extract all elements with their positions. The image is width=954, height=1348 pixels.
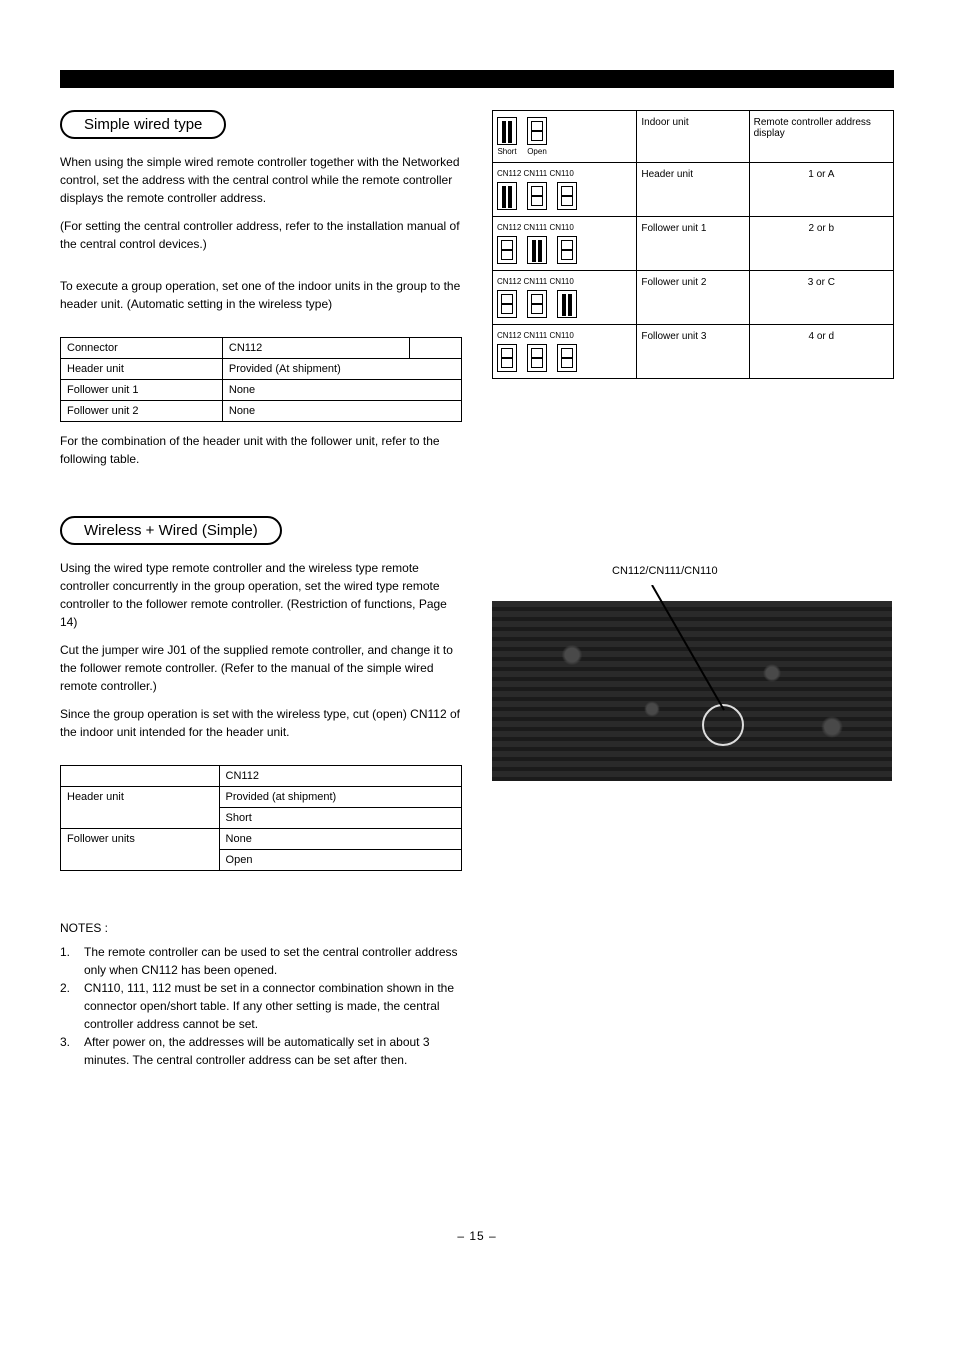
section1-heading: Simple wired type bbox=[60, 110, 226, 139]
note-number: 3. bbox=[60, 1033, 78, 1069]
table-row: CN112 CN111 CN110 Header unit 1 or A bbox=[493, 163, 894, 217]
table-cell: None bbox=[219, 829, 461, 850]
jumper-icon bbox=[497, 344, 517, 372]
table-cell: None bbox=[222, 380, 461, 401]
cn-labels: CN112 CN111 CN110 bbox=[497, 223, 574, 232]
table-row: Follower units None bbox=[61, 829, 462, 850]
header-follower-table: Connector CN112 Header unit Provided (At… bbox=[60, 337, 462, 422]
note-text: CN110, 111, 112 must be set in a connect… bbox=[84, 979, 462, 1033]
section2-paragraph: Cut the jumper wire J01 of the supplied … bbox=[60, 641, 462, 695]
table-cell: Remote controller address display bbox=[749, 111, 893, 163]
pcb-image bbox=[492, 601, 892, 781]
pcb-callout-ring bbox=[702, 704, 744, 746]
jumper-icon bbox=[527, 182, 547, 210]
connector-table: Short Open Indoor unit Remote controller… bbox=[492, 110, 894, 379]
note-text: The remote controller can be used to set… bbox=[84, 943, 462, 979]
table-row: CN112 bbox=[61, 766, 462, 787]
table-row: CN112 CN111 CN110 Follower unit 3 4 or d bbox=[493, 325, 894, 379]
section2-heading: Wireless + Wired (Simple) bbox=[60, 516, 282, 545]
cn112-table: CN112 Header unit Provided (at shipment)… bbox=[60, 765, 462, 871]
note-item: 2. CN110, 111, 112 must be set in a conn… bbox=[60, 979, 462, 1033]
cn-labels: CN112 CN111 CN110 bbox=[497, 169, 574, 178]
table-cell: 3 or C bbox=[749, 271, 893, 325]
table-cell: 1 or A bbox=[749, 163, 893, 217]
jumper-icon bbox=[497, 236, 517, 264]
jumper-legend: Short Open bbox=[497, 117, 632, 156]
table-row: Connector CN112 bbox=[61, 338, 462, 359]
jumper-config: CN112 CN111 CN110 bbox=[497, 223, 632, 264]
jumper-open-icon bbox=[527, 117, 547, 145]
table-cell: Indoor unit bbox=[637, 111, 749, 163]
jumper-short-icon bbox=[497, 117, 517, 145]
table-cell: Short bbox=[219, 808, 461, 829]
jumper-config: CN112 CN111 CN110 bbox=[497, 331, 632, 372]
jumper-icon bbox=[557, 290, 577, 318]
jumper-icon bbox=[557, 344, 577, 372]
jumper-icon bbox=[527, 344, 547, 372]
jumper-icon bbox=[557, 236, 577, 264]
jumper-icon bbox=[527, 290, 547, 318]
page-number: – 15 – bbox=[60, 1229, 894, 1243]
section1-paragraph: When using the simple wired remote contr… bbox=[60, 153, 462, 207]
table-cell: Header unit bbox=[61, 359, 223, 380]
table-cell: 4 or d bbox=[749, 325, 893, 379]
notes-heading: NOTES : bbox=[60, 919, 462, 937]
jumper-short-label: Short bbox=[497, 147, 516, 156]
table-row: Follower unit 2 None bbox=[61, 401, 462, 422]
section1-group-note: To execute a group operation, set one of… bbox=[60, 277, 462, 313]
cn-labels: CN112 CN111 CN110 bbox=[497, 277, 574, 286]
jumper-config: CN112 CN111 CN110 bbox=[497, 169, 632, 210]
note-item: 3. After power on, the addresses will be… bbox=[60, 1033, 462, 1069]
section1-paragraph: (For setting the central controller addr… bbox=[60, 217, 462, 253]
table-cell: Provided (at shipment) bbox=[219, 787, 461, 808]
table-cell: Follower unit 1 bbox=[61, 380, 223, 401]
table-cell bbox=[409, 338, 461, 359]
section2-paragraph: Since the group operation is set with th… bbox=[60, 705, 462, 741]
jumper-icon bbox=[497, 182, 517, 210]
jumper-config: CN112 CN111 CN110 bbox=[497, 277, 632, 318]
jumper-open-label: Open bbox=[527, 147, 547, 156]
table-cell: Follower unit 2 bbox=[637, 271, 749, 325]
section-divider bbox=[60, 70, 894, 88]
table-cell bbox=[61, 766, 220, 787]
table-cell: 2 or b bbox=[749, 217, 893, 271]
table-row: CN112 CN111 CN110 Follower unit 1 2 or b bbox=[493, 217, 894, 271]
note-text: After power on, the addresses will be au… bbox=[84, 1033, 462, 1069]
table-row: CN112 CN111 CN110 Follower unit 2 3 or C bbox=[493, 271, 894, 325]
table-row: Short Open Indoor unit Remote controller… bbox=[493, 111, 894, 163]
jumper-icon bbox=[557, 182, 577, 210]
table-cell: Follower unit 2 bbox=[61, 401, 223, 422]
table-cell: Open bbox=[219, 850, 461, 871]
section1-table-note: For the combination of the header unit w… bbox=[60, 432, 462, 468]
table-cell: Follower units bbox=[61, 829, 220, 871]
section2-paragraph: Using the wired type remote controller a… bbox=[60, 559, 462, 631]
jumper-icon bbox=[527, 236, 547, 264]
table-cell: Connector bbox=[61, 338, 223, 359]
table-row: Follower unit 1 None bbox=[61, 380, 462, 401]
pcb-illustration: CN112/CN111/CN110 bbox=[492, 569, 892, 789]
table-cell: CN112 bbox=[222, 338, 409, 359]
pcb-caption: CN112/CN111/CN110 bbox=[612, 565, 718, 577]
table-cell: Follower unit 3 bbox=[637, 325, 749, 379]
table-cell: Provided (At shipment) bbox=[222, 359, 461, 380]
jumper-icon bbox=[497, 290, 517, 318]
table-row: Header unit Provided (at shipment) bbox=[61, 787, 462, 808]
table-cell: Header unit bbox=[61, 787, 220, 829]
table-cell: Follower unit 1 bbox=[637, 217, 749, 271]
table-cell: CN112 bbox=[219, 766, 461, 787]
cn-labels: CN112 CN111 CN110 bbox=[497, 331, 574, 340]
table-cell: Header unit bbox=[637, 163, 749, 217]
note-number: 1. bbox=[60, 943, 78, 979]
table-row: Header unit Provided (At shipment) bbox=[61, 359, 462, 380]
note-item: 1. The remote controller can be used to … bbox=[60, 943, 462, 979]
note-number: 2. bbox=[60, 979, 78, 1033]
table-cell: None bbox=[222, 401, 461, 422]
